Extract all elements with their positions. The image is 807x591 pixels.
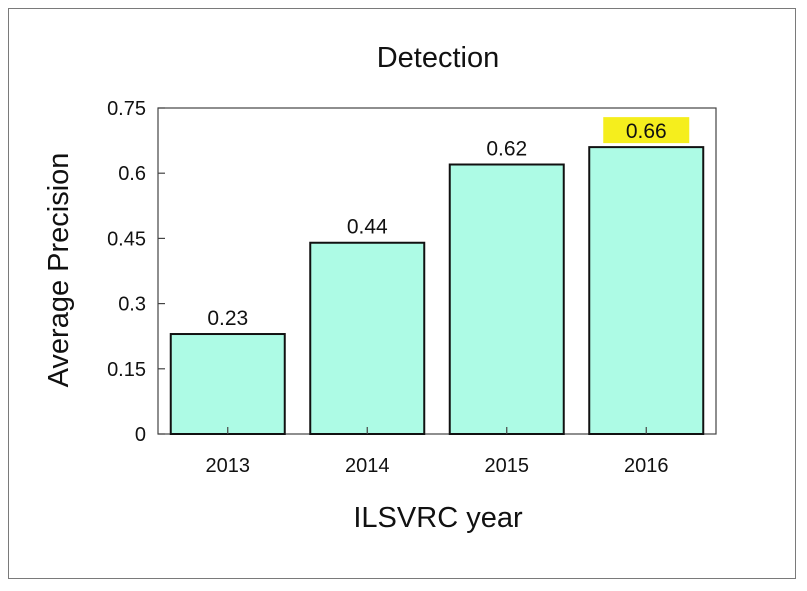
- bar-2013: [169, 333, 286, 436]
- data-label-2016: 0.66: [626, 120, 667, 143]
- y-tick-label: 0.75: [107, 98, 146, 120]
- data-label-2014: 0.44: [347, 216, 388, 239]
- y-tick-label: 0.6: [118, 163, 146, 185]
- y-tick-label: 0: [135, 424, 146, 446]
- y-tick-label: 0.3: [118, 294, 146, 316]
- y-axis-label: Average Precision: [43, 153, 75, 388]
- x-tick-label-2015: 2015: [485, 455, 530, 477]
- bar-2016: [588, 146, 705, 435]
- data-label-2013: 0.23: [207, 307, 248, 330]
- bar-2015: [448, 163, 565, 436]
- data-label-2015: 0.62: [486, 138, 527, 161]
- x-tick-label-2014: 2014: [345, 455, 390, 477]
- x-tick-label-2013: 2013: [206, 455, 251, 477]
- y-tick-label: 0.45: [107, 228, 146, 250]
- data-label-highlight: [603, 117, 690, 144]
- y-tick-label: 0.15: [107, 359, 146, 381]
- x-axis-label: ILSVRC year: [353, 502, 523, 534]
- bar-2014: [309, 241, 426, 435]
- x-tick-label-2016: 2016: [624, 455, 669, 477]
- plot-border: [157, 107, 717, 435]
- plot-area: 0 0.15 0.3 0.45 0.6 0.75 2013 0.23 2014 0.44 2015 0…: [107, 98, 717, 477]
- chart-title: Detection: [377, 42, 500, 74]
